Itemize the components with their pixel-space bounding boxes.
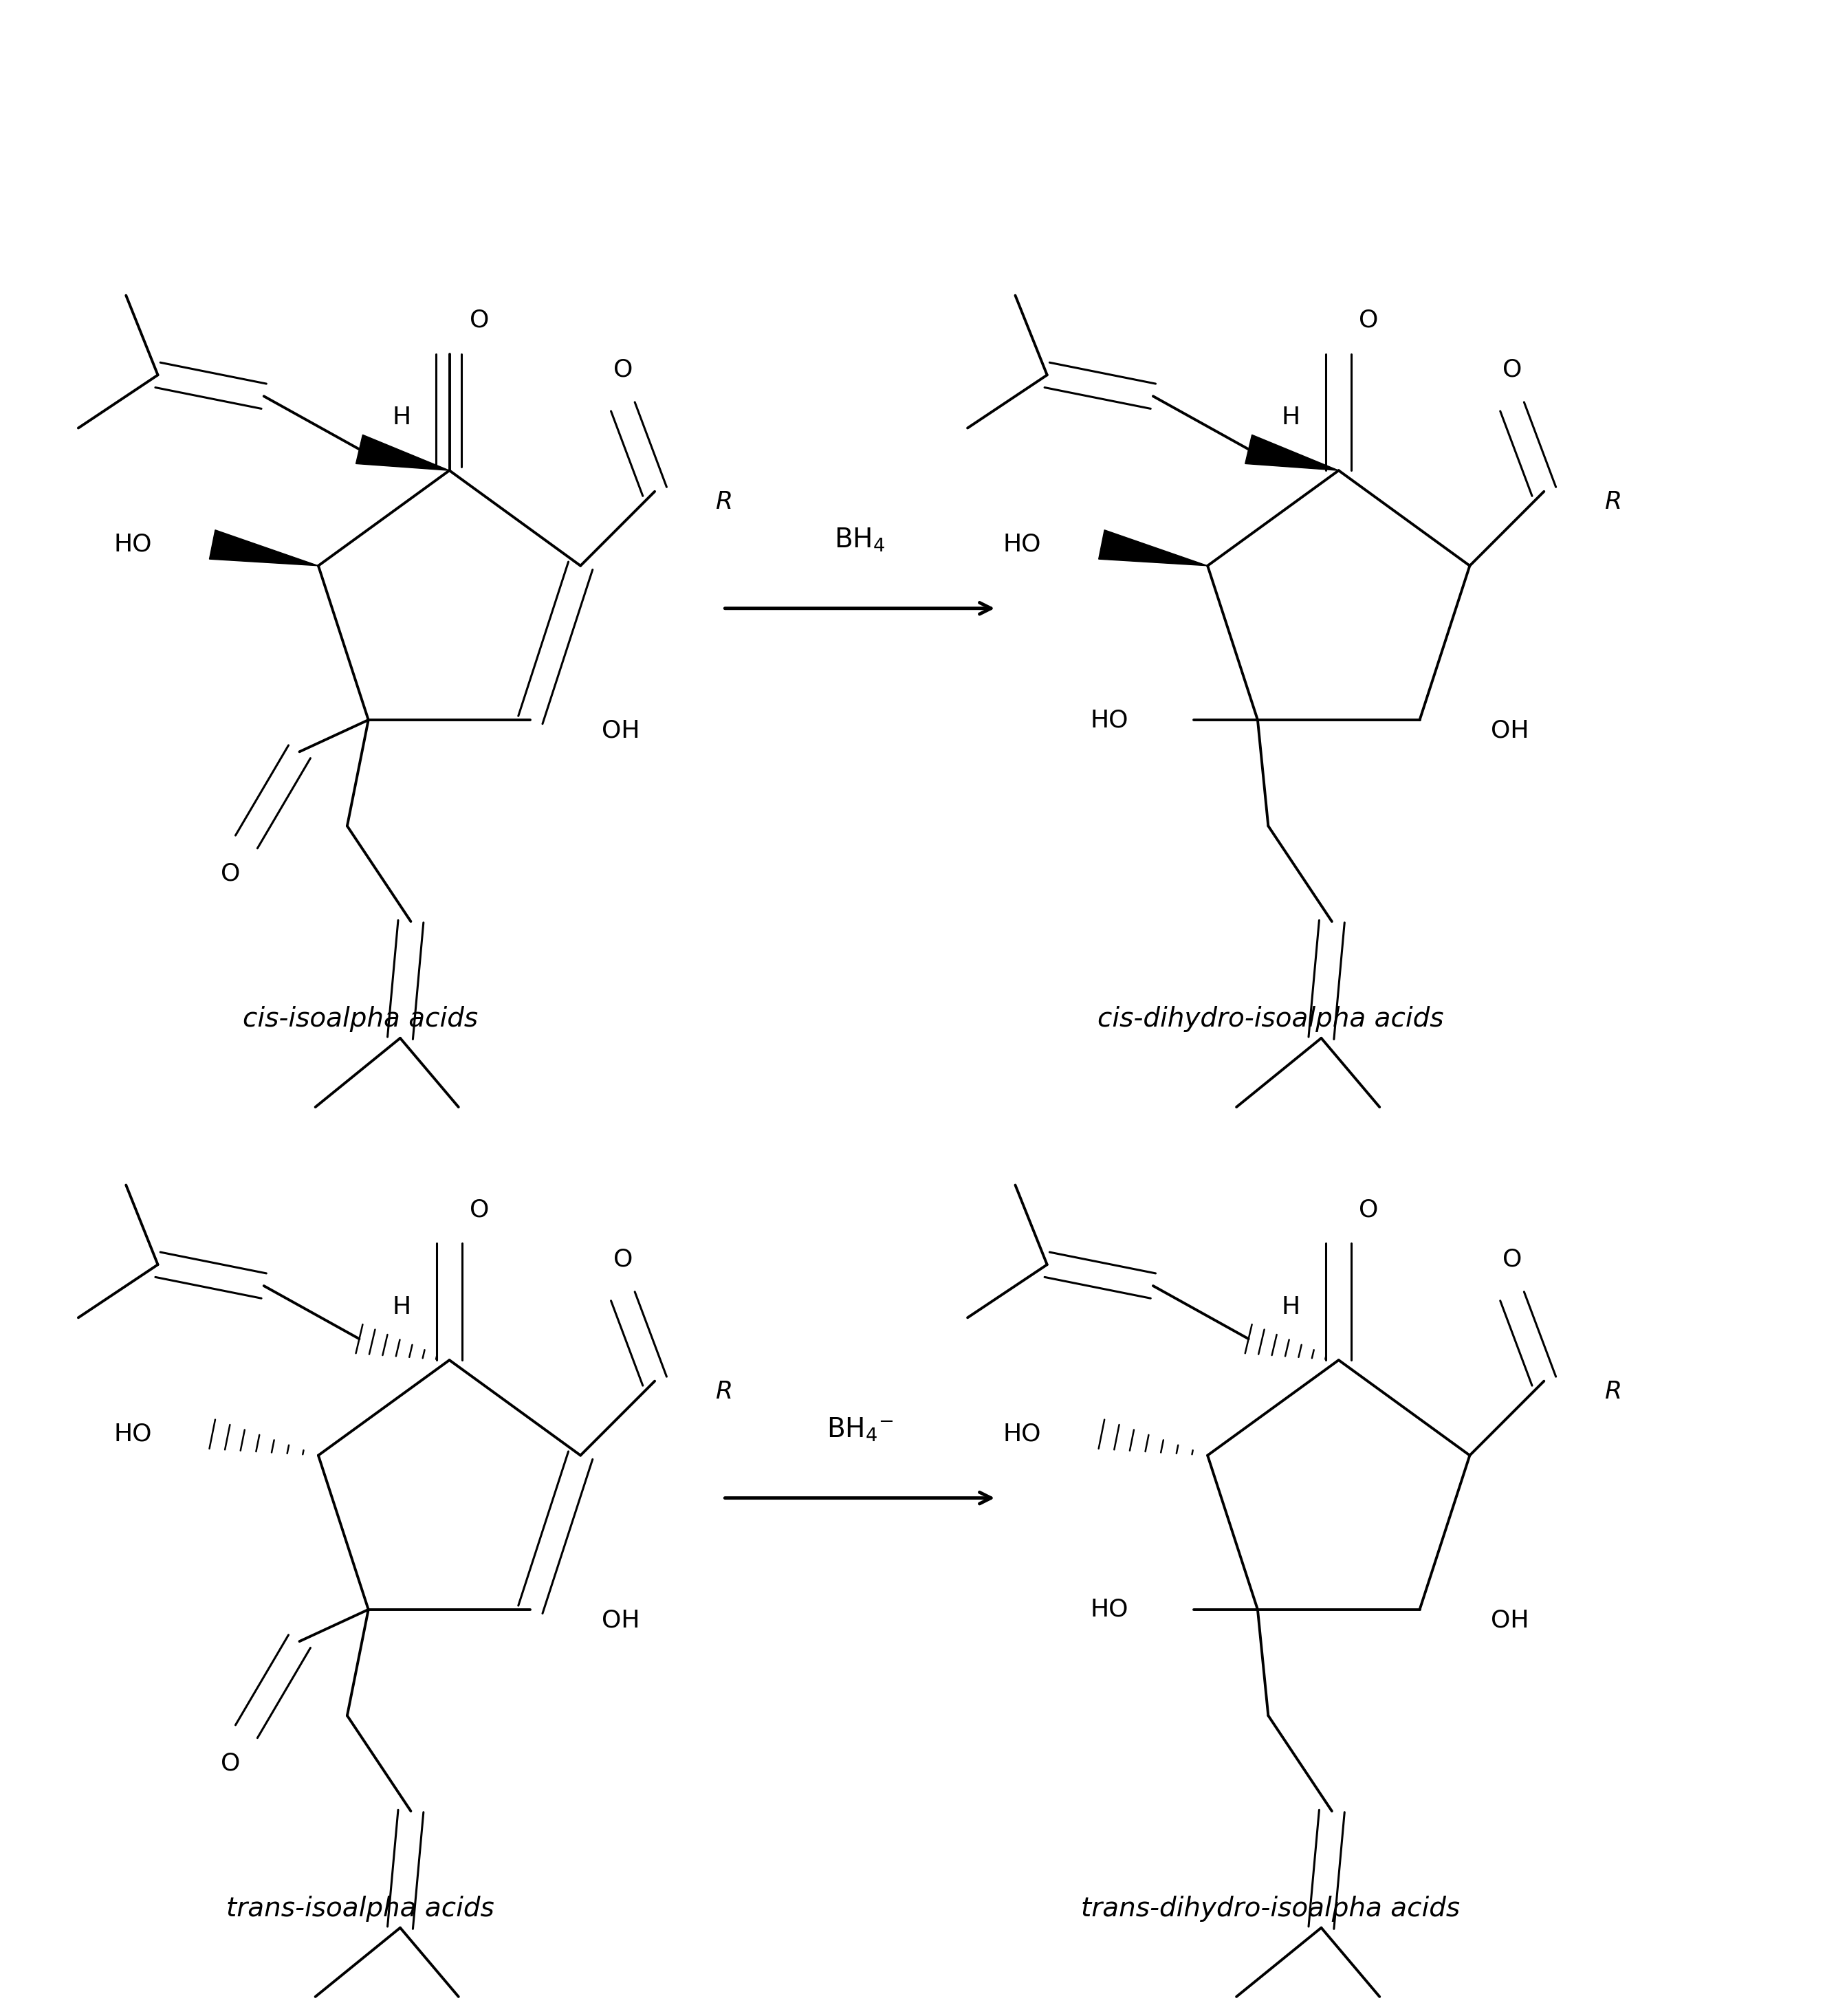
Polygon shape bbox=[1245, 435, 1340, 470]
Text: HO: HO bbox=[1090, 1599, 1128, 1621]
Text: O: O bbox=[613, 1248, 633, 1270]
Text: HO: HO bbox=[113, 532, 151, 556]
Text: O: O bbox=[1502, 1248, 1522, 1270]
Text: BH$_4$$^{-}$: BH$_4$$^{-}$ bbox=[827, 1415, 892, 1443]
Text: O: O bbox=[1502, 357, 1522, 381]
Text: O: O bbox=[469, 1198, 489, 1222]
Text: HO: HO bbox=[1090, 708, 1128, 732]
Text: cis-isoalpha acids: cis-isoalpha acids bbox=[243, 1006, 478, 1032]
Text: H: H bbox=[392, 405, 411, 429]
Text: OH: OH bbox=[1491, 720, 1529, 742]
Polygon shape bbox=[1099, 530, 1208, 566]
Polygon shape bbox=[356, 435, 449, 470]
Text: R: R bbox=[715, 490, 732, 514]
Text: HO: HO bbox=[1004, 532, 1040, 556]
Text: R: R bbox=[1604, 490, 1622, 514]
Text: H: H bbox=[1281, 1296, 1299, 1318]
Text: HO: HO bbox=[113, 1423, 151, 1445]
Text: HO: HO bbox=[1004, 1423, 1040, 1445]
Text: OH: OH bbox=[602, 1609, 639, 1631]
Text: O: O bbox=[221, 1752, 241, 1774]
Text: trans-isoalpha acids: trans-isoalpha acids bbox=[226, 1895, 495, 1921]
Text: O: O bbox=[1358, 308, 1378, 331]
Polygon shape bbox=[210, 530, 318, 566]
Text: O: O bbox=[469, 308, 489, 331]
Text: O: O bbox=[221, 863, 241, 885]
Text: O: O bbox=[613, 357, 633, 381]
Text: O: O bbox=[1358, 1198, 1378, 1222]
Text: OH: OH bbox=[602, 720, 639, 742]
Text: H: H bbox=[392, 1296, 411, 1318]
Text: H: H bbox=[1281, 405, 1299, 429]
Text: R: R bbox=[1604, 1381, 1622, 1403]
Text: R: R bbox=[715, 1381, 732, 1403]
Text: trans-dihydro-isoalpha acids: trans-dihydro-isoalpha acids bbox=[1080, 1895, 1460, 1921]
Text: OH: OH bbox=[1491, 1609, 1529, 1631]
Text: BH$_4$: BH$_4$ bbox=[834, 526, 885, 554]
Text: cis-dihydro-isoalpha acids: cis-dihydro-isoalpha acids bbox=[1097, 1006, 1444, 1032]
